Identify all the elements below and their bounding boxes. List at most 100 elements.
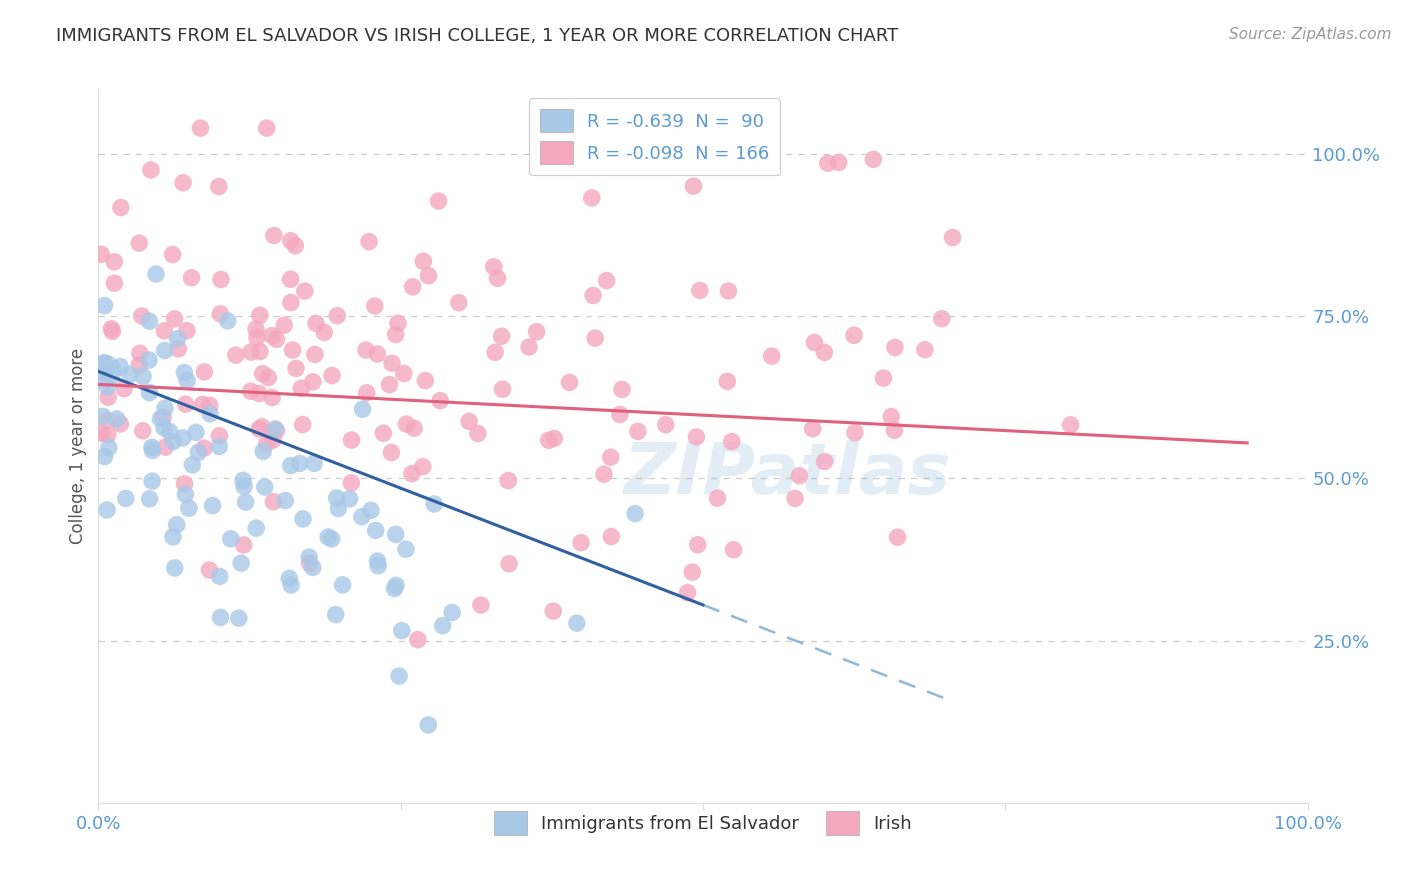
Point: [264, 422, 287, 436]
Point: [486, 271, 509, 285]
Point: [191, 397, 214, 411]
Point: [470, 598, 492, 612]
Point: [884, 340, 907, 354]
Point: [384, 582, 406, 596]
Point: [686, 538, 709, 552]
Point: [862, 153, 884, 167]
Point: [681, 565, 703, 579]
Point: [228, 611, 250, 625]
Point: [842, 328, 865, 343]
Point: [595, 274, 617, 288]
Point: [813, 345, 835, 359]
Point: [245, 521, 267, 535]
Point: [280, 272, 302, 286]
Point: [167, 342, 190, 356]
Point: [159, 425, 181, 439]
Point: [404, 421, 426, 435]
Point: [600, 530, 623, 544]
Point: [401, 467, 423, 481]
Point: [676, 585, 699, 599]
Point: [208, 569, 231, 583]
Point: [153, 343, 176, 358]
Point: [491, 329, 513, 343]
Point: [498, 474, 520, 488]
Point: [388, 669, 411, 683]
Point: [498, 557, 520, 571]
Point: [817, 156, 839, 170]
Point: [582, 288, 605, 302]
Point: [356, 385, 378, 400]
Point: [201, 499, 224, 513]
Point: [97, 441, 120, 455]
Point: [458, 414, 481, 428]
Point: [162, 247, 184, 261]
Text: ZIPatlas: ZIPatlas: [624, 440, 952, 509]
Point: [412, 254, 434, 268]
Point: [128, 236, 150, 251]
Point: [103, 254, 125, 268]
Point: [138, 491, 160, 506]
Legend: Immigrants from El Salvador, Irish: Immigrants from El Salvador, Irish: [485, 803, 921, 844]
Point: [395, 542, 418, 557]
Point: [385, 578, 408, 592]
Point: [247, 422, 270, 436]
Point: [239, 384, 262, 399]
Point: [91, 409, 114, 424]
Point: [321, 532, 343, 546]
Point: [93, 299, 115, 313]
Point: [627, 425, 650, 439]
Point: [427, 194, 450, 208]
Point: [184, 425, 207, 440]
Text: Source: ZipAtlas.com: Source: ZipAtlas.com: [1229, 27, 1392, 42]
Point: [219, 532, 242, 546]
Point: [252, 444, 274, 458]
Point: [441, 606, 464, 620]
Point: [180, 270, 202, 285]
Point: [263, 494, 285, 508]
Point: [105, 412, 128, 426]
Point: [412, 459, 434, 474]
Point: [364, 524, 387, 538]
Point: [250, 419, 273, 434]
Point: [208, 440, 231, 454]
Point: [94, 366, 117, 380]
Point: [110, 359, 132, 374]
Point: [783, 491, 806, 506]
Point: [97, 427, 120, 442]
Point: [406, 632, 429, 647]
Point: [232, 538, 254, 552]
Point: [326, 309, 349, 323]
Point: [886, 530, 908, 544]
Point: [115, 491, 138, 506]
Point: [193, 365, 215, 379]
Point: [198, 398, 221, 412]
Point: [609, 408, 631, 422]
Point: [101, 325, 124, 339]
Point: [281, 343, 304, 357]
Point: [162, 434, 184, 449]
Point: [149, 412, 172, 426]
Point: [256, 436, 278, 450]
Point: [931, 311, 953, 326]
Point: [172, 431, 194, 445]
Point: [366, 347, 388, 361]
Point: [174, 397, 197, 411]
Point: [314, 326, 336, 340]
Point: [447, 295, 470, 310]
Point: [364, 299, 387, 313]
Point: [339, 491, 361, 506]
Point: [152, 409, 174, 424]
Text: IMMIGRANTS FROM EL SALVADOR VS IRISH COLLEGE, 1 YEAR OR MORE CORRELATION CHART: IMMIGRANTS FROM EL SALVADOR VS IRISH COL…: [56, 27, 898, 45]
Point: [789, 468, 811, 483]
Point: [209, 307, 232, 321]
Point: [153, 324, 176, 338]
Point: [209, 272, 232, 286]
Point: [162, 530, 184, 544]
Point: [198, 563, 221, 577]
Point: [163, 311, 186, 326]
Point: [537, 434, 560, 448]
Point: [132, 369, 155, 384]
Point: [240, 345, 263, 359]
Point: [558, 376, 581, 390]
Point: [249, 344, 271, 359]
